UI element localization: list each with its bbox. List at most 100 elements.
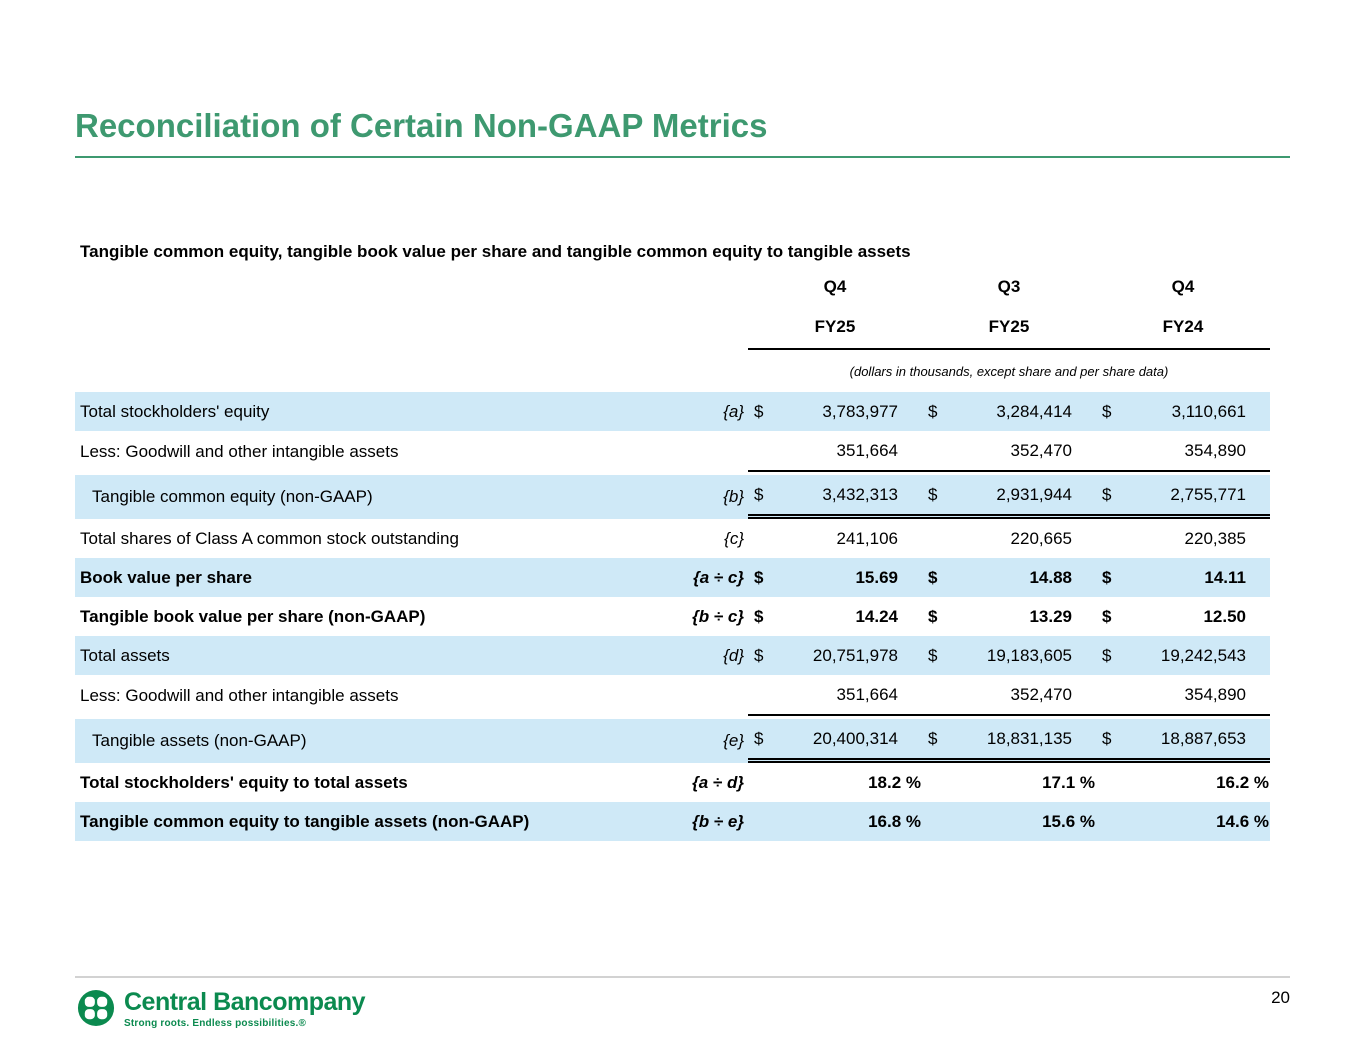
- currency-symbol: $: [922, 472, 954, 520]
- value-cell: 3,432,313: [780, 472, 922, 520]
- table-row: Less: Goodwill and other intangible asse…: [75, 431, 1270, 473]
- currency-symbol: [748, 519, 780, 558]
- formula-ref: [675, 431, 748, 472]
- column-header-quarter: Q3: [997, 277, 1021, 297]
- currency-symbol: [1096, 519, 1128, 558]
- currency-symbol: [748, 763, 780, 802]
- value-cell: 12.50: [1203, 606, 1246, 626]
- column-header-quarter: Q4: [823, 277, 847, 297]
- currency-symbol: $: [922, 558, 954, 598]
- title-block: Reconciliation of Certain Non-GAAP Metri…: [75, 107, 1290, 159]
- row-label: Tangible common equity (non-GAAP): [75, 472, 675, 520]
- value-cell: 352,470: [954, 675, 1096, 717]
- row-label: Less: Goodwill and other intangible asse…: [80, 441, 399, 461]
- value-cell: 18.2 %: [868, 772, 921, 792]
- clover-icon: [77, 989, 115, 1032]
- fiscal-year-header-row: FY25 FY25 FY24: [75, 306, 1270, 351]
- company-logo: Central Bancompany Strong roots. Endless…: [77, 988, 366, 1032]
- currency-symbol: $: [1096, 636, 1128, 676]
- metrics-table-body: Total stockholders' equity {a} $3,783,977 $…: [75, 392, 1270, 842]
- column-header-fiscal-year: FY25: [748, 306, 922, 351]
- formula-ref: {a ÷ c}: [675, 558, 748, 598]
- column-header-fiscal-year: FY24: [1096, 306, 1270, 351]
- row-label: Less: Goodwill and other intangible asse…: [80, 685, 399, 705]
- value-cell: 20,751,978: [780, 636, 922, 676]
- table-row: Tangible common equity to tangible asset…: [75, 802, 1270, 842]
- value-cell: 19,242,543: [1128, 636, 1270, 676]
- currency-symbol: $: [922, 716, 954, 764]
- logo-text-block: Central Bancompany Strong roots. Endless…: [124, 988, 366, 1028]
- row-label: Tangible common equity to tangible asset…: [75, 802, 675, 842]
- row-label: Total stockholders' equity to total asse…: [80, 772, 408, 792]
- table-row: Book value per share {a ÷ c} $15.69 $14.88 $…: [75, 558, 1270, 598]
- currency-symbol: [748, 675, 780, 717]
- currency-symbol: $: [754, 606, 764, 626]
- table-row: Total shares of Class A common stock out…: [75, 519, 1270, 558]
- table-row: Tangible common equity (non-GAAP) {b} $3,4…: [75, 472, 1270, 520]
- column-header-quarter: Q4: [1171, 277, 1195, 297]
- value-cell: 18,831,135: [954, 716, 1096, 764]
- value-cell: 2,755,771: [1128, 472, 1270, 520]
- currency-symbol: $: [1102, 606, 1112, 626]
- company-name: Central Bancompany: [124, 988, 366, 1016]
- value-cell: 3,284,414: [954, 392, 1096, 432]
- value-cell: 354,890: [1128, 675, 1270, 717]
- value-cell: 2,931,944: [954, 472, 1096, 520]
- value-cell: 19,183,605: [954, 636, 1096, 676]
- currency-symbol: [748, 802, 780, 842]
- value-cell: 17.1 %: [1042, 772, 1095, 792]
- table-row: Tangible assets (non-GAAP) {e} $20,400,314…: [75, 716, 1270, 764]
- table-row: Total stockholders' equity to total asse…: [75, 763, 1270, 802]
- header-spacer: [75, 350, 748, 392]
- value-cell: 13.29: [1029, 606, 1072, 626]
- value-cell: 352,470: [954, 431, 1096, 473]
- table-caption: Tangible common equity, tangible book va…: [80, 242, 911, 262]
- row-label: Total shares of Class A common stock out…: [80, 528, 459, 548]
- value-cell: 220,665: [1010, 528, 1072, 548]
- units-note: (dollars in thousands, except share and …: [849, 363, 1169, 379]
- row-label: Book value per share: [75, 558, 675, 598]
- row-label: Total assets: [75, 636, 675, 676]
- header-spacer: [75, 268, 748, 306]
- row-label: Tangible book value per share (non-GAAP): [80, 606, 426, 626]
- formula-ref: {c}: [724, 528, 744, 548]
- metrics-table: Q4 Q3 Q4 FY25 FY25 FY24 (dollars in thou…: [75, 268, 1270, 842]
- currency-symbol: $: [1096, 716, 1128, 764]
- quarter-header-row: Q4 Q3 Q4: [75, 268, 1270, 306]
- header-spacer: [75, 306, 748, 350]
- value-cell: 14.88: [954, 558, 1096, 598]
- currency-symbol: [748, 431, 780, 473]
- currency-symbol: $: [1096, 558, 1128, 598]
- row-label: Total stockholders' equity: [75, 392, 675, 432]
- currency-symbol: [922, 675, 954, 717]
- value-cell: 14.24: [855, 606, 898, 626]
- value-cell: 14.6 %: [1128, 802, 1270, 842]
- value-cell: 20,400,314: [780, 716, 922, 764]
- currency-symbol: [922, 802, 954, 842]
- formula-ref: {e}: [675, 716, 748, 764]
- currency-symbol: [922, 763, 954, 802]
- table-row: Tangible book value per share (non-GAAP)…: [75, 597, 1270, 636]
- currency-symbol: [1096, 431, 1128, 473]
- table-row: Less: Goodwill and other intangible asse…: [75, 675, 1270, 717]
- value-cell: 3,110,661: [1128, 392, 1270, 432]
- currency-symbol: [1096, 763, 1128, 802]
- currency-symbol: $: [928, 606, 938, 626]
- value-cell: 354,890: [1128, 431, 1270, 473]
- value-cell: 18,887,653: [1128, 716, 1270, 764]
- value-cell: 14.11: [1128, 558, 1270, 598]
- currency-symbol: $: [748, 392, 780, 432]
- formula-ref: {a ÷ d}: [692, 772, 744, 792]
- currency-symbol: $: [748, 558, 780, 598]
- currency-symbol: $: [748, 472, 780, 520]
- currency-symbol: $: [748, 636, 780, 676]
- currency-symbol: [922, 431, 954, 473]
- value-cell: 3,783,977: [780, 392, 922, 432]
- table-row: Total assets {d} $20,751,978 $19,183,605 $19…: [75, 636, 1270, 676]
- column-header-fiscal-year: FY25: [922, 306, 1096, 351]
- currency-symbol: $: [1096, 472, 1128, 520]
- formula-ref: {b ÷ e}: [675, 802, 748, 842]
- value-cell: 351,664: [780, 675, 922, 717]
- row-label: Tangible assets (non-GAAP): [75, 716, 675, 764]
